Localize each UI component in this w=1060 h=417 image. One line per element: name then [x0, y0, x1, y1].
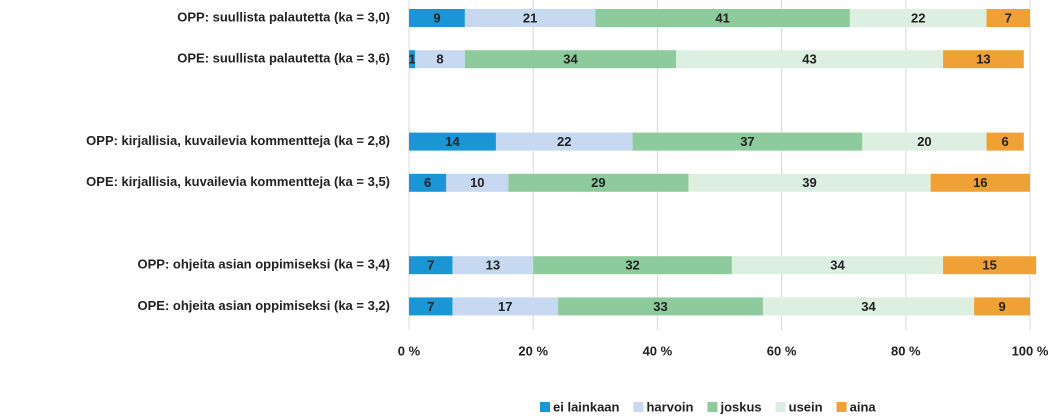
bar-segment: [409, 256, 453, 275]
data-label: 8: [436, 52, 443, 67]
category-label: OPP: ohjeita asian oppimiseksi (ka = 3,4…: [137, 257, 390, 272]
data-label: 17: [498, 299, 512, 314]
data-label: 34: [830, 258, 845, 273]
legend-label: aina: [850, 399, 877, 414]
legend-label: joskus: [719, 399, 761, 414]
data-label: 13: [976, 52, 990, 67]
data-label: 7: [1005, 10, 1012, 25]
category-label: OPP: suullista palautetta (ka = 3,0): [177, 9, 390, 24]
legend-swatch: [836, 402, 847, 412]
data-label: 37: [740, 134, 754, 149]
data-label: 16: [973, 175, 987, 190]
legend-swatch: [775, 402, 786, 412]
legend-swatch: [633, 402, 644, 412]
bar-segment: [632, 132, 863, 151]
data-label: 10: [470, 175, 484, 190]
data-label: 22: [911, 10, 925, 25]
data-label: 29: [591, 175, 605, 190]
bar-segment: [974, 297, 1030, 316]
bar-segment: [849, 9, 987, 27]
bar-segment: [409, 297, 453, 316]
data-label: 6: [1002, 134, 1009, 149]
data-label: 9: [433, 10, 440, 25]
data-label: 7: [427, 299, 434, 314]
data-label: 34: [563, 52, 578, 67]
bar-segment: [446, 173, 509, 192]
data-label: 22: [557, 134, 571, 149]
bar-segment: [495, 132, 633, 151]
bar-segment: [558, 297, 763, 316]
data-label: 43: [802, 52, 816, 67]
bar-segment: [415, 50, 465, 69]
data-label: 20: [917, 134, 931, 149]
data-label: 7: [427, 258, 434, 273]
legend-label: usein: [789, 399, 823, 414]
bar-segment: [464, 9, 596, 27]
category-label: OPE: suullista palautetta (ka = 3,6): [177, 51, 390, 66]
bar-segment: [409, 132, 496, 151]
bar-segment: [595, 9, 850, 27]
bar-segment: [409, 50, 416, 69]
category-label: OPE: kirjallisia, kuvailevia kommentteja…: [86, 174, 390, 189]
data-label: 32: [625, 258, 639, 273]
data-label: 39: [802, 175, 816, 190]
category-label: OPE: ohjeita asian oppimiseksi (ka = 3,2…: [137, 298, 390, 313]
bar-segment: [943, 50, 1024, 69]
legend-label: harvoin: [646, 399, 693, 414]
data-label: 15: [982, 258, 996, 273]
category-label: OPP: kirjallisia, kuvailevia kommentteja…: [86, 133, 390, 148]
bar-segment: [452, 256, 534, 275]
x-tick-label: 100 %: [1012, 343, 1049, 358]
bar-segment: [986, 132, 1024, 151]
x-tick-label: 80 %: [891, 343, 921, 358]
bar-segment: [762, 297, 975, 316]
bar-segment: [533, 256, 732, 275]
bar-segment: [688, 173, 931, 192]
bar-segment: [943, 256, 1037, 275]
legend-swatch: [707, 402, 718, 412]
data-label: 14: [445, 134, 460, 149]
bar-segment: [862, 132, 987, 151]
data-label: 9: [998, 299, 1005, 314]
legend-label: ei lainkaan: [553, 399, 620, 414]
x-tick-label: 20 %: [518, 343, 548, 358]
legend-swatch: [540, 402, 550, 412]
data-label: 1: [408, 52, 415, 67]
data-label: 33: [653, 299, 667, 314]
data-label: 6: [424, 175, 431, 190]
bar-segment: [409, 9, 465, 27]
bar-segment: [508, 173, 689, 192]
data-label: 21: [523, 10, 537, 25]
data-label: 41: [715, 10, 729, 25]
bar-segment: [676, 50, 944, 69]
bar-segment: [731, 256, 944, 275]
data-label: 13: [486, 258, 500, 273]
bar-segment: [409, 173, 447, 192]
x-tick-label: 0 %: [398, 343, 421, 358]
x-tick-label: 60 %: [767, 343, 797, 358]
data-label: 34: [861, 299, 876, 314]
bar-segment: [452, 297, 559, 316]
bar-segment: [930, 173, 1030, 192]
bar-segment: [986, 9, 1030, 27]
bar-segment: [464, 50, 677, 69]
x-tick-label: 40 %: [643, 343, 673, 358]
